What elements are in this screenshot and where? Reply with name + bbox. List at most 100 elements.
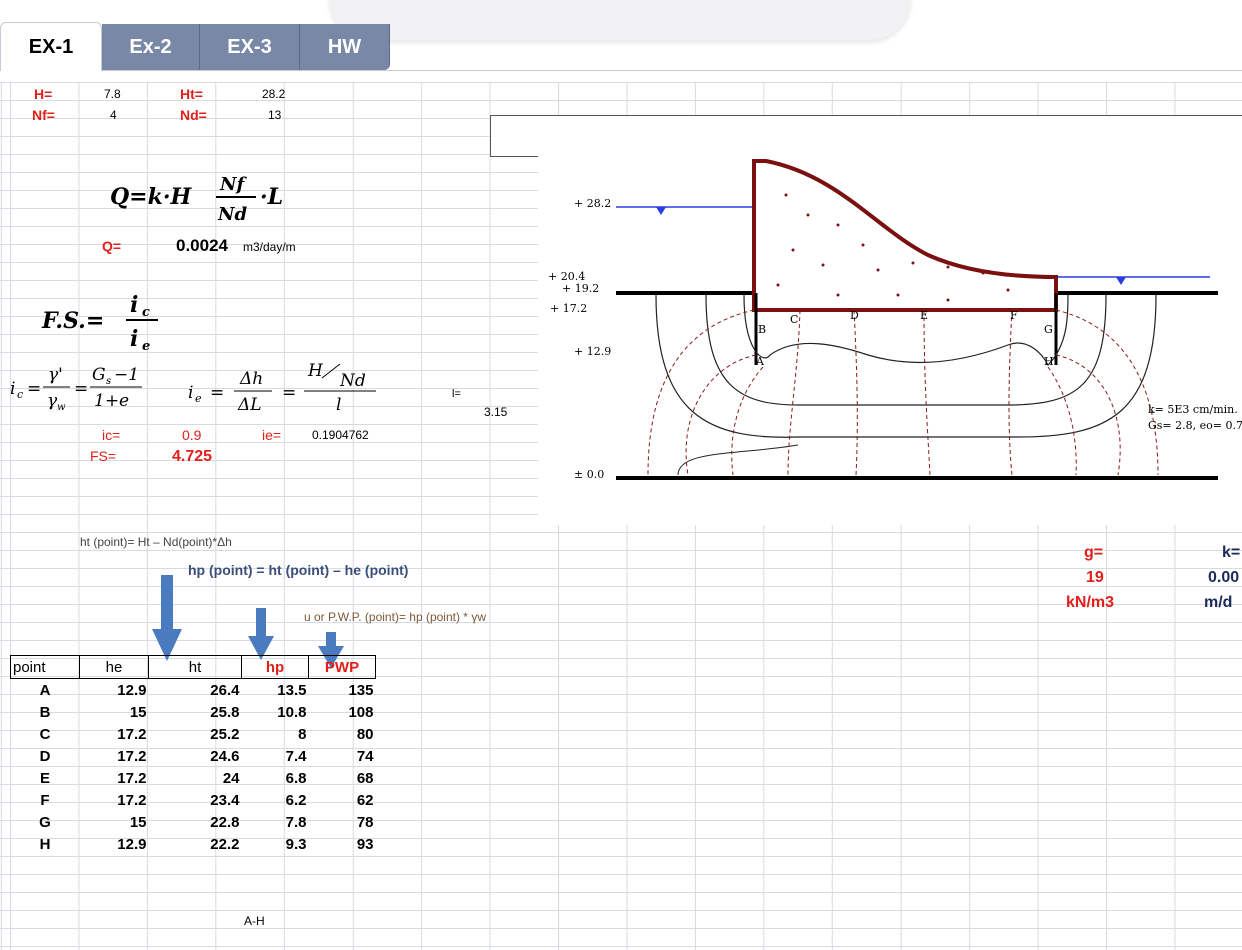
point-label-f: F [1010,309,1018,322]
elev-20-4: + 20.4 [548,270,585,283]
elev-19-2: + 19.2 [562,282,599,295]
cell-he: 17.2 [117,791,147,809]
nf-value-cell[interactable]: 4 [110,108,117,122]
q-value-cell[interactable]: 0.0024 [176,236,228,255]
cell-pwp: 74 [356,747,374,765]
table-row[interactable]: G 15 22.8 7.8 78 [11,811,376,833]
cell-he: 12.9 [117,835,147,853]
cell-point: C [39,725,51,743]
h-value-cell[interactable]: 7.8 [104,87,121,101]
ie-value-cell[interactable]: 0.1904762 [312,428,369,442]
cell-he: 17.2 [117,769,147,787]
table-row[interactable]: E 17.2 24 6.8 68 [11,767,376,789]
table-row[interactable]: H 12.9 22.2 9.3 93 [11,833,376,855]
l-label: l= [452,388,461,400]
cell-point: E [39,769,50,787]
svg-text:γ': γ' [48,365,63,385]
svg-text:γ: γ [47,391,58,411]
svg-text:ΔL: ΔL [237,395,262,415]
cell-point: G [39,813,51,831]
pore-pressure-table: point he ht hp PWP A 12.9 26.4 13.5 135 B 15 2… [10,655,376,855]
svg-text:e: e [195,392,202,405]
cell-pwp: 78 [356,813,374,831]
elev-17-2: + 17.2 [550,302,587,315]
svg-text:1+e: 1+e [94,391,129,411]
tab-ex-1[interactable]: EX-1 [0,22,102,71]
tab-ex-2[interactable]: Ex-2 [102,24,200,70]
tab-ex-3[interactable]: EX-3 [200,24,300,70]
point-label-h: H [1044,355,1054,368]
point-label-b: B [758,323,766,336]
fs-label: FS= [90,448,117,464]
cell-he: 17.2 [117,747,147,765]
svg-text:Q=k·H: Q=k·H [110,184,193,210]
pwp-formula-note: u or P.W.P. (point)= hp (point) * γw [304,610,486,624]
range-label: A-H [244,914,265,928]
l-value-cell[interactable]: 3.15 [484,405,508,419]
table-row[interactable]: C 17.2 25.2 8 80 [11,723,376,745]
col-header-hp[interactable]: hp [241,655,309,679]
svg-text:=: = [282,383,296,403]
point-label-g: G [1044,323,1053,336]
table-row[interactable]: B 15 25.8 10.8 108 [11,701,376,723]
svg-text:H: H [307,361,324,381]
svg-text:e: e [142,339,150,354]
fs-value-cell[interactable]: 4.725 [172,448,213,465]
svg-text:−1: −1 [114,365,139,385]
soil-note-k: k= 5E3 cm/min. [1148,403,1238,416]
cell-ht: 25.8 [210,703,240,721]
col-header-pwp[interactable]: PWP [308,655,376,679]
soil-note-gs: Gs= 2.8, eo= 0.7 [1148,419,1242,432]
flow-net-diagram: + 28.2 + 20.4 + 19.2 + 17.2 + 12.9 ± 0.0… [538,155,1242,525]
q-unit: m3/day/m [243,240,296,254]
nd-value-cell[interactable]: 13 [268,108,282,122]
col-header-he[interactable]: he [79,655,149,679]
k-value-cell[interactable]: 0.00 [1208,569,1240,586]
hp-formula-note: hp (point) = ht (point) – he (point) [188,562,409,578]
cell-ht: 22.2 [210,835,240,853]
svg-text:i: i [188,383,193,403]
q-label: Q= [102,238,122,254]
nf-label: Nf= [32,107,55,123]
fs-formula-image: F.S.= i c i e [41,292,158,354]
h-label: H= [34,86,53,102]
k-unit: m/d [1204,594,1233,611]
point-label-c: C [790,313,798,326]
ht-value-cell[interactable]: 28.2 [262,87,286,101]
cell-ht: 24.6 [210,747,240,765]
top-toolbar-pill [330,0,910,40]
col-header-ht[interactable]: ht [148,655,242,679]
svg-text:i: i [10,379,15,399]
sheet-tab-bar [0,22,1242,71]
cell-hp: 6.8 [285,769,307,787]
cell-point: A [39,681,51,699]
table-row[interactable]: D 17.2 24.6 7.4 74 [11,745,376,767]
chart-title-box[interactable] [490,115,1242,157]
cell-he: 15 [129,813,147,831]
svg-text:Nd: Nd [339,371,366,391]
cell-hp: 7.8 [285,813,307,831]
svg-text:=: = [74,379,88,399]
cell-pwp: 80 [356,725,374,743]
table-row[interactable]: F 17.2 23.4 6.2 62 [11,789,376,811]
cell-hp: 8 [298,725,307,743]
svg-text:c: c [142,305,150,320]
cell-point: H [39,835,51,853]
nd-label: Nd= [180,107,207,123]
svg-text:=: = [27,379,41,399]
cell-pwp: 108 [348,703,374,721]
col-header-point[interactable]: point [10,655,80,679]
cell-ht: 22.8 [210,813,240,831]
table-row[interactable]: A 12.9 26.4 13.5 135 [11,679,376,702]
q-formula-image: Q=k·H Nf Nd ·L [110,174,283,225]
tab-hw[interactable]: HW [300,24,390,70]
g-value-cell[interactable]: 19 [1086,569,1104,586]
ic-value-cell[interactable]: 0.9 [182,427,202,443]
cell-hp: 7.4 [285,747,307,765]
k-label: k= [1222,544,1241,561]
elev-28-2: + 28.2 [574,197,611,210]
ie-label: ie= [262,427,282,443]
svg-text:G: G [92,365,106,385]
svg-text:l: l [336,395,341,415]
